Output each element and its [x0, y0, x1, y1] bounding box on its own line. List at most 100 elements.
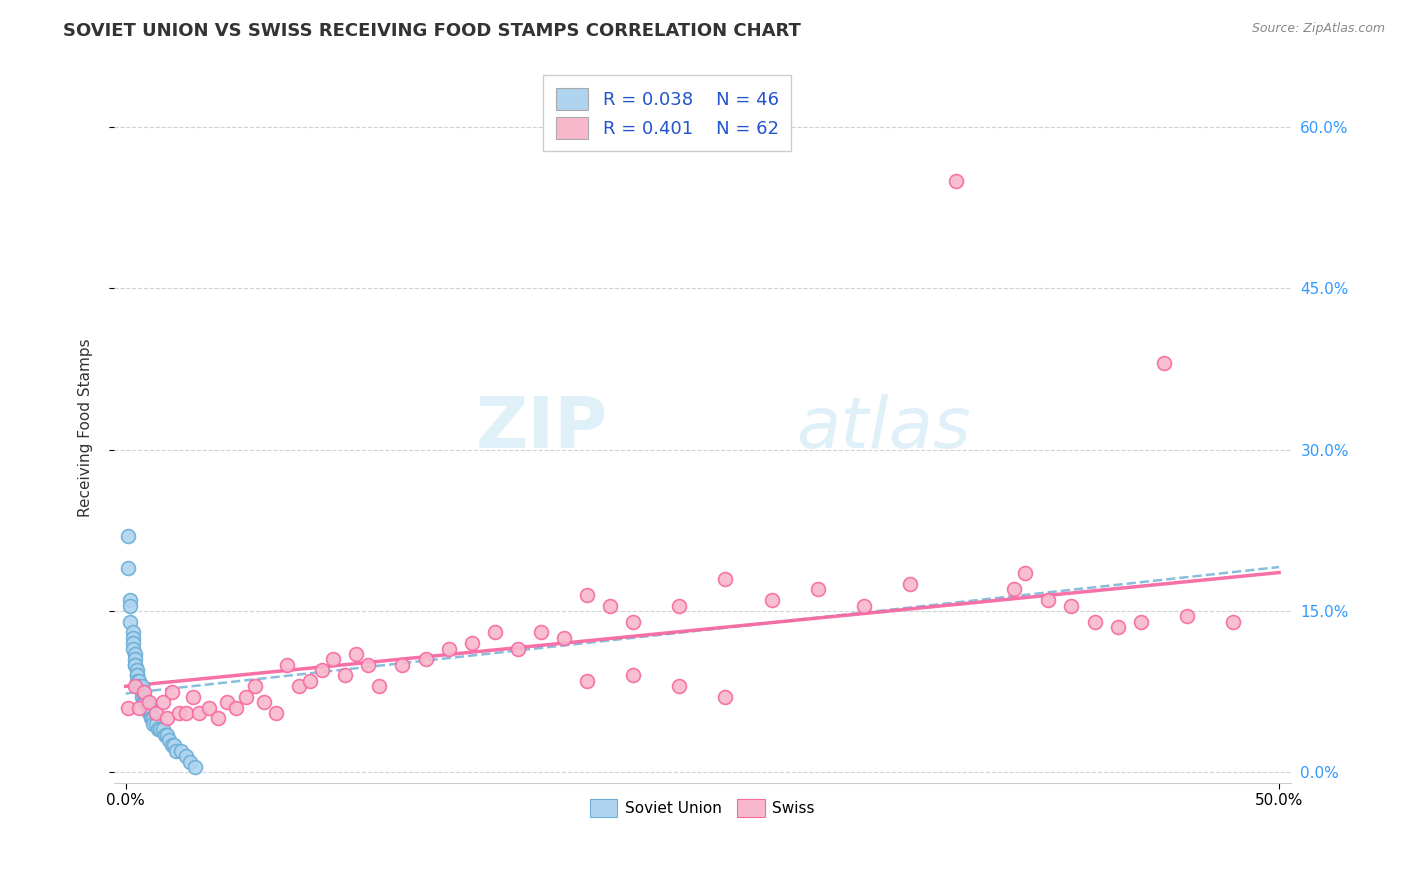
Point	[599, 599, 621, 613]
Point	[253, 695, 276, 709]
Point	[132, 690, 155, 704]
Point	[127, 673, 149, 688]
Point	[621, 668, 644, 682]
Point	[333, 668, 356, 682]
Point	[181, 690, 204, 704]
Point	[159, 733, 181, 747]
Point	[145, 717, 167, 731]
Point	[139, 711, 162, 725]
Point	[165, 744, 187, 758]
Point	[131, 679, 153, 693]
Point	[131, 690, 153, 704]
Point	[506, 641, 529, 656]
Point	[124, 647, 146, 661]
Point	[1014, 566, 1036, 581]
Point	[668, 599, 690, 613]
Point	[117, 561, 139, 575]
Point	[368, 679, 391, 693]
Point	[852, 599, 875, 613]
Point	[127, 668, 149, 682]
Point	[668, 679, 690, 693]
Point	[1083, 615, 1105, 629]
Point	[188, 706, 211, 720]
Text: Source: ZipAtlas.com: Source: ZipAtlas.com	[1251, 22, 1385, 36]
Point	[945, 173, 967, 187]
Point	[160, 684, 183, 698]
Point	[1175, 609, 1198, 624]
Point	[460, 636, 482, 650]
Point	[138, 695, 160, 709]
Point	[156, 728, 179, 742]
Point	[530, 625, 553, 640]
Point	[121, 631, 143, 645]
Point	[898, 577, 921, 591]
Point	[170, 744, 193, 758]
Point	[135, 695, 157, 709]
Point	[120, 599, 142, 613]
Point	[127, 668, 149, 682]
Point	[287, 679, 309, 693]
Point	[1107, 620, 1129, 634]
Point	[124, 652, 146, 666]
Point	[357, 657, 380, 672]
Point	[264, 706, 287, 720]
Point	[576, 673, 599, 688]
Point	[124, 657, 146, 672]
Point	[1129, 615, 1152, 629]
Point	[807, 582, 830, 597]
Point	[714, 572, 737, 586]
Point	[120, 593, 142, 607]
Point	[124, 657, 146, 672]
Point	[1060, 599, 1083, 613]
Point	[149, 723, 172, 737]
Point	[117, 528, 139, 542]
Point	[1038, 593, 1060, 607]
Point	[344, 647, 367, 661]
Point	[167, 706, 190, 720]
Point	[225, 700, 247, 714]
Point	[415, 652, 437, 666]
Point	[131, 684, 153, 698]
Text: SOVIET UNION VS SWISS RECEIVING FOOD STAMPS CORRELATION CHART: SOVIET UNION VS SWISS RECEIVING FOOD STA…	[63, 22, 801, 40]
Legend: Soviet Union, Swiss: Soviet Union, Swiss	[582, 791, 823, 825]
Point	[124, 679, 146, 693]
Point	[128, 673, 150, 688]
Point	[197, 700, 219, 714]
Point	[121, 636, 143, 650]
Y-axis label: Receiving Food Stamps: Receiving Food Stamps	[79, 339, 93, 517]
Point	[217, 695, 239, 709]
Point	[138, 706, 160, 720]
Point	[235, 690, 257, 704]
Point	[160, 739, 183, 753]
Point	[152, 695, 174, 709]
Point	[276, 657, 298, 672]
Point	[1002, 582, 1025, 597]
Point	[132, 695, 155, 709]
Point	[1153, 356, 1175, 370]
Point	[576, 588, 599, 602]
Point	[174, 706, 197, 720]
Point	[153, 728, 176, 742]
Point	[484, 625, 506, 640]
Point	[207, 711, 229, 725]
Point	[714, 690, 737, 704]
Point	[761, 593, 783, 607]
Point	[1222, 615, 1244, 629]
Point	[621, 615, 644, 629]
Point	[142, 711, 165, 725]
Point	[121, 641, 143, 656]
Point	[299, 673, 322, 688]
Point	[163, 739, 186, 753]
Point	[156, 711, 179, 725]
Point	[437, 641, 460, 656]
Text: atlas: atlas	[796, 393, 972, 463]
Point	[152, 723, 174, 737]
Point	[117, 700, 139, 714]
Text: ZIP: ZIP	[477, 393, 609, 463]
Point	[128, 700, 150, 714]
Point	[128, 679, 150, 693]
Point	[139, 706, 162, 720]
Point	[311, 663, 333, 677]
Point	[146, 723, 169, 737]
Point	[138, 700, 160, 714]
